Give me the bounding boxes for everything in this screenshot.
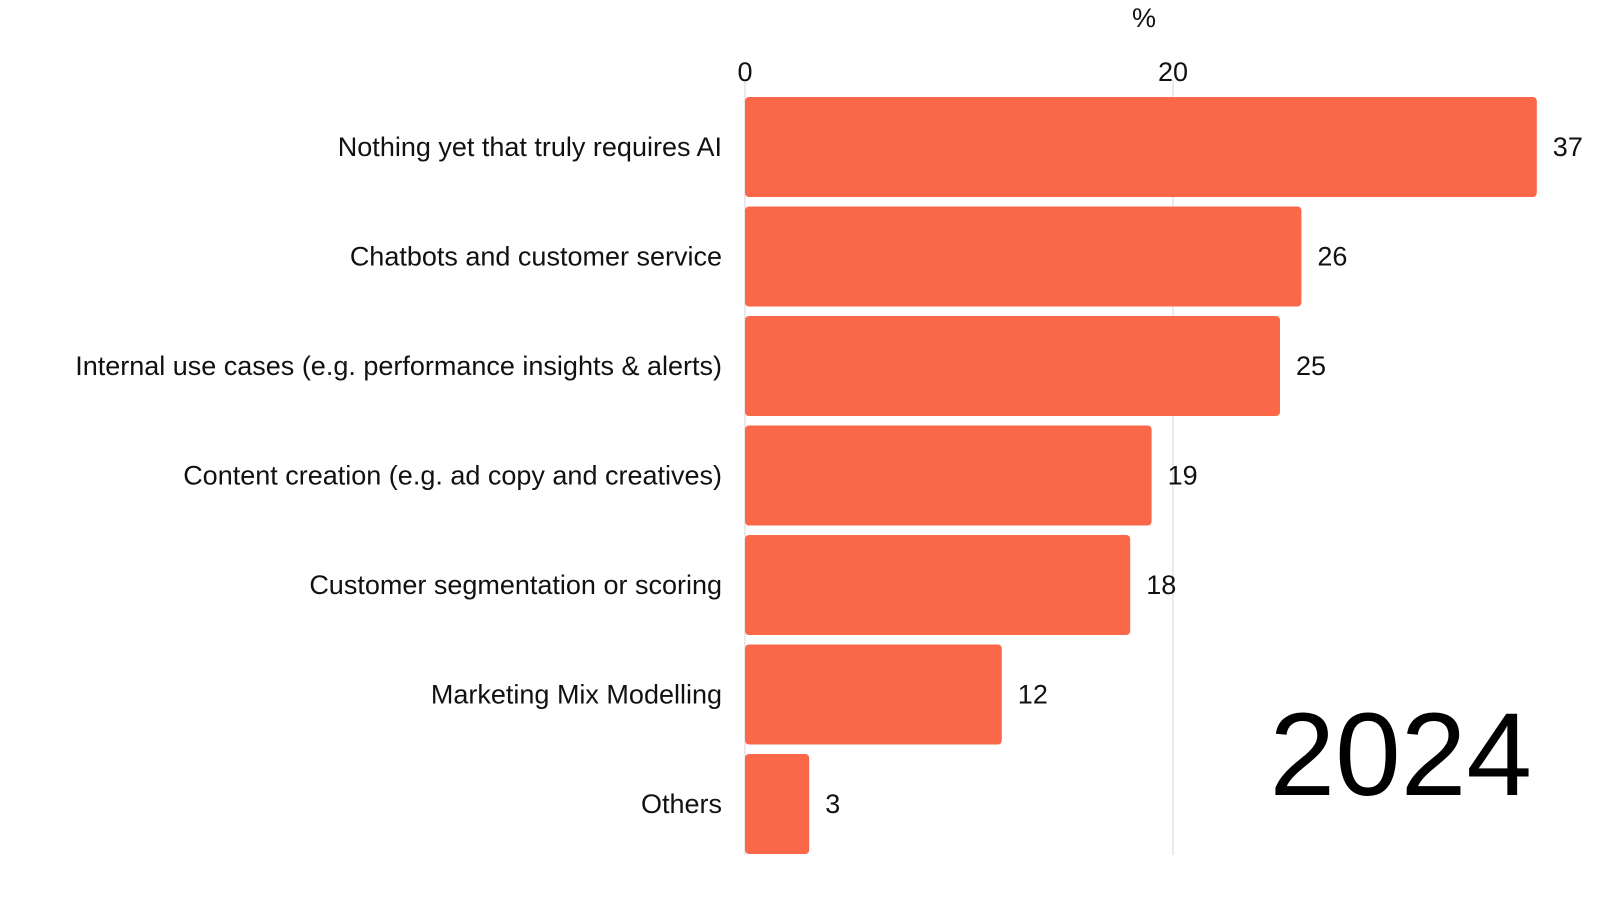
bar [745,316,1280,416]
value-label: 25 [1296,351,1326,381]
value-label: 12 [1018,680,1048,710]
year-label: 2024 [1269,689,1532,821]
value-label: 3 [825,789,840,819]
x-tick-label: 0 [737,57,752,87]
category-label: Internal use cases (e.g. performance ins… [75,351,722,381]
x-axis: % 0 20 [737,3,1188,87]
bar [745,644,1002,745]
category-label: Chatbots and customer service [350,242,722,272]
unit-label: % [1132,3,1156,33]
bar [745,97,1537,197]
bar [745,425,1152,526]
category-label: Marketing Mix Modelling [431,680,722,710]
value-labels: 37 26 25 19 18 12 3 [825,132,1583,819]
value-label: 37 [1553,132,1583,162]
category-label: Others [641,789,722,819]
value-label: 19 [1168,461,1198,491]
category-label: Customer segmentation or scoring [309,570,722,600]
bar [745,754,810,854]
value-label: 18 [1146,570,1176,600]
bar [745,535,1131,635]
bars [745,97,1537,854]
category-label: Content creation (e.g. ad copy and creat… [183,461,722,491]
x-tick-label: 20 [1158,57,1188,87]
bar [745,206,1302,307]
category-label: Nothing yet that truly requires AI [338,132,722,162]
value-label: 26 [1317,242,1347,272]
category-labels: Nothing yet that truly requires AI Chatbo… [75,132,722,819]
